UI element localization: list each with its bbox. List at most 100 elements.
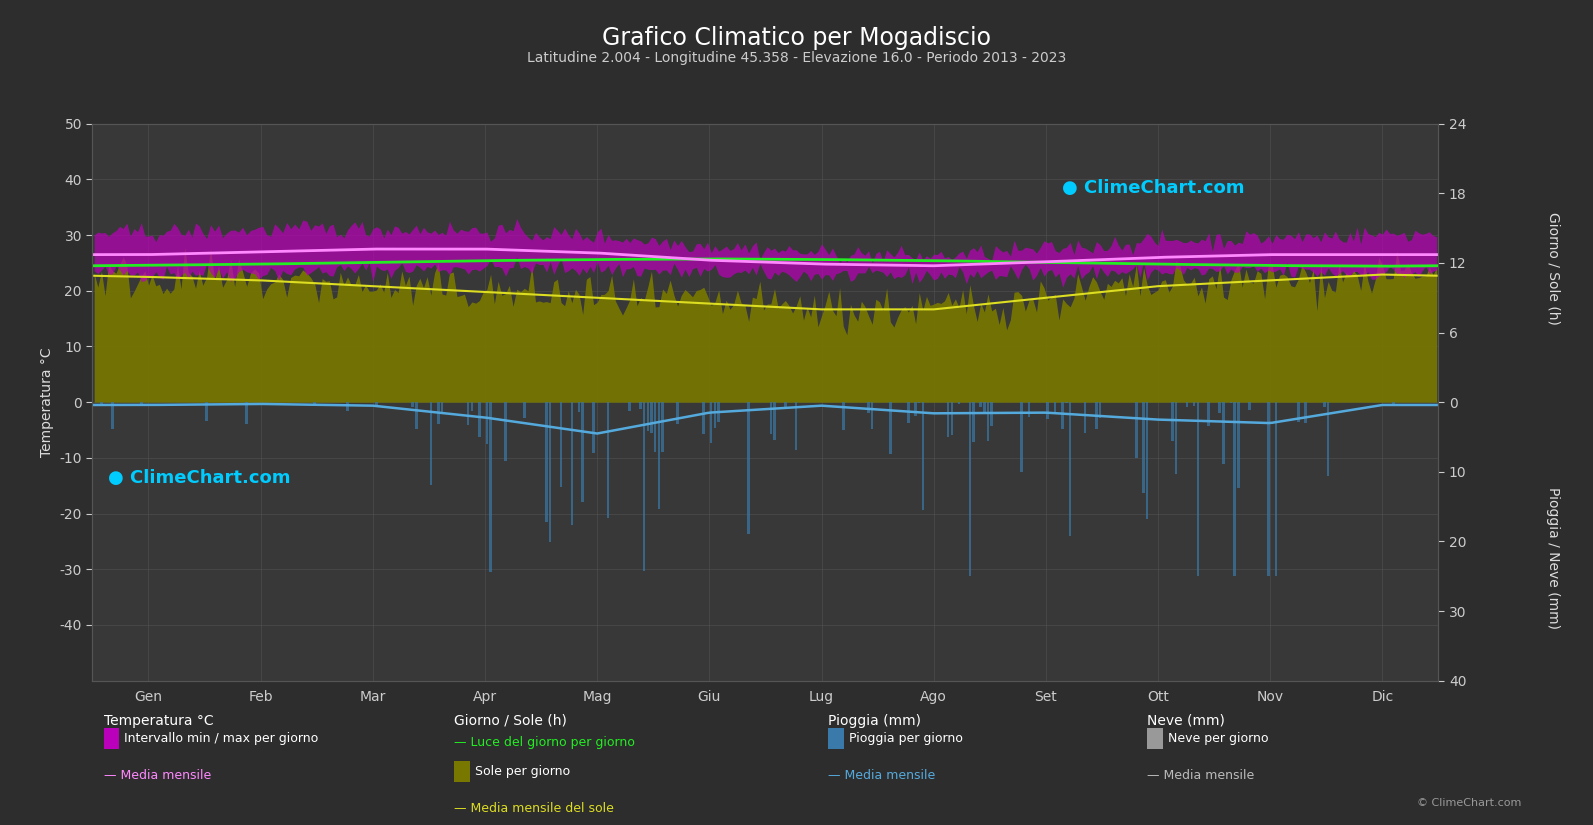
Bar: [467, 402, 470, 425]
Bar: [245, 402, 249, 423]
Text: Intervallo min / max per giorno: Intervallo min / max per giorno: [124, 732, 319, 745]
Bar: [843, 402, 844, 431]
Bar: [376, 402, 378, 407]
Text: ● ClimeChart.com: ● ClimeChart.com: [108, 469, 292, 487]
Bar: [1136, 402, 1137, 459]
Bar: [1171, 402, 1174, 441]
Bar: [545, 402, 548, 522]
Bar: [581, 402, 585, 502]
Bar: [346, 402, 349, 411]
Bar: [1230, 402, 1233, 403]
Text: Grafico Climatico per Mogadiscio: Grafico Climatico per Mogadiscio: [602, 26, 991, 50]
Bar: [550, 402, 551, 542]
Bar: [986, 402, 989, 441]
Bar: [795, 402, 798, 450]
Bar: [1249, 402, 1251, 410]
Bar: [769, 402, 773, 434]
Bar: [607, 402, 609, 518]
Bar: [505, 402, 507, 461]
Bar: [957, 402, 961, 404]
Bar: [1219, 402, 1220, 413]
Bar: [559, 402, 562, 487]
Bar: [1233, 402, 1236, 576]
Bar: [470, 402, 473, 411]
Bar: [100, 402, 102, 403]
Text: Giorno / Sole (h): Giorno / Sole (h): [1547, 212, 1560, 325]
Bar: [314, 402, 315, 405]
Bar: [1083, 402, 1086, 433]
Bar: [1324, 402, 1325, 407]
Bar: [1193, 402, 1195, 406]
Bar: [478, 402, 481, 437]
Bar: [717, 402, 720, 422]
Text: © ClimeChart.com: © ClimeChart.com: [1416, 799, 1521, 808]
Bar: [1266, 402, 1270, 576]
Bar: [430, 402, 432, 484]
Bar: [650, 402, 653, 433]
Bar: [703, 402, 706, 434]
Bar: [773, 402, 776, 440]
Bar: [889, 402, 892, 454]
Bar: [1061, 402, 1064, 429]
Bar: [1297, 402, 1300, 422]
Bar: [205, 402, 207, 421]
Bar: [1069, 402, 1072, 535]
Bar: [969, 402, 972, 576]
Bar: [922, 402, 924, 510]
Bar: [489, 402, 492, 572]
Bar: [1305, 402, 1306, 423]
Bar: [1047, 402, 1050, 419]
Bar: [710, 402, 712, 442]
Bar: [644, 402, 645, 571]
Bar: [653, 402, 656, 452]
Text: Neve per giorno: Neve per giorno: [1168, 732, 1268, 745]
Text: — Media mensile: — Media mensile: [104, 769, 210, 782]
Text: — Luce del giorno per giorno: — Luce del giorno per giorno: [454, 736, 636, 749]
Bar: [951, 402, 953, 436]
Text: — Media mensile: — Media mensile: [1147, 769, 1254, 782]
Bar: [1238, 402, 1239, 488]
Text: Pioggia per giorno: Pioggia per giorno: [849, 732, 962, 745]
Text: Latitudine 2.004 - Longitudine 45.358 - Elevazione 16.0 - Periodo 2013 - 2023: Latitudine 2.004 - Longitudine 45.358 - …: [527, 51, 1066, 65]
Bar: [1020, 402, 1023, 472]
Bar: [639, 402, 642, 408]
Bar: [918, 402, 921, 403]
Bar: [980, 402, 981, 408]
Bar: [1027, 402, 1031, 417]
Bar: [523, 402, 526, 418]
Bar: [871, 402, 873, 429]
Bar: [411, 402, 414, 408]
Bar: [1099, 402, 1101, 418]
Bar: [677, 402, 679, 424]
Bar: [629, 402, 631, 412]
Bar: [1207, 402, 1211, 427]
Bar: [1392, 402, 1394, 403]
Text: Temperatura °C: Temperatura °C: [104, 714, 213, 728]
Bar: [140, 402, 142, 405]
Bar: [1185, 402, 1188, 407]
Bar: [1145, 402, 1149, 519]
Text: — Media mensile del sole: — Media mensile del sole: [454, 802, 613, 815]
Bar: [784, 402, 787, 409]
Text: Giorno / Sole (h): Giorno / Sole (h): [454, 714, 567, 728]
Text: ● ClimeChart.com: ● ClimeChart.com: [1061, 180, 1244, 197]
Bar: [1094, 402, 1098, 430]
Bar: [1222, 402, 1225, 464]
Bar: [486, 402, 487, 444]
Text: Pioggia / Neve (mm): Pioggia / Neve (mm): [1547, 487, 1560, 629]
Bar: [1274, 402, 1278, 576]
Bar: [441, 402, 443, 413]
Bar: [661, 402, 664, 452]
Y-axis label: Temperatura °C: Temperatura °C: [40, 347, 54, 457]
Text: Pioggia (mm): Pioggia (mm): [828, 714, 921, 728]
Bar: [570, 402, 573, 525]
Bar: [658, 402, 660, 509]
Bar: [972, 402, 975, 442]
Bar: [578, 402, 580, 412]
Text: Neve (mm): Neve (mm): [1147, 714, 1225, 728]
Bar: [867, 402, 870, 413]
Bar: [906, 402, 910, 423]
Bar: [436, 402, 440, 424]
Bar: [1196, 402, 1200, 576]
Bar: [593, 402, 594, 453]
